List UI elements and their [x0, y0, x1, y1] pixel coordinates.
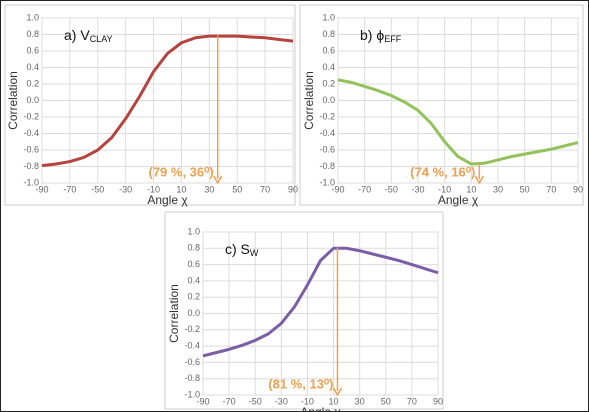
- title-sub: W: [250, 248, 259, 258]
- y-tick-label: 0.0: [322, 95, 335, 105]
- x-tick-label: 70: [546, 184, 556, 194]
- y-tick-label: 0.8: [26, 29, 39, 39]
- data-line: [41, 34, 294, 168]
- annotation: (74 %, 16⁰): [410, 164, 475, 179]
- chart-title: b) ϕEFF: [360, 27, 402, 45]
- x-axis-label: Angle χ: [438, 193, 479, 207]
- x-tick-label: 30: [204, 184, 214, 194]
- y-tick-label: -0.8: [184, 373, 200, 383]
- x-tick-label: 90: [288, 184, 298, 194]
- y-tick-label: 0.2: [26, 78, 39, 88]
- y-tick-label: 0.4: [322, 62, 335, 72]
- x-tick-label: 70: [260, 184, 270, 194]
- y-axis-label: Correlation: [302, 71, 316, 130]
- data-line: [337, 78, 579, 166]
- x-tick-label: 30: [355, 396, 365, 406]
- x-tick-label: 10: [329, 396, 339, 406]
- y-tick-label: -1.0: [23, 177, 39, 187]
- x-tick-label: -10: [147, 184, 160, 194]
- y-tick-label: 0.8: [187, 243, 200, 253]
- y-tick-label: -1.0: [184, 389, 200, 399]
- x-tick-label: -50: [249, 396, 262, 406]
- chart-title: a) VCLAY: [64, 27, 113, 45]
- y-tick-label: 0.2: [322, 78, 335, 88]
- y-tick-label: 0.6: [322, 45, 335, 55]
- y-tick-label: 0.0: [26, 95, 39, 105]
- x-tick-label: 10: [176, 184, 186, 194]
- y-axis-label: Correlation: [6, 71, 20, 130]
- x-tick-label: 50: [232, 184, 242, 194]
- x-tick-label: -90: [35, 184, 48, 194]
- x-tick-label: 90: [433, 396, 443, 406]
- x-tick-label: 10: [466, 184, 476, 194]
- marker-arrowhead: [213, 175, 223, 185]
- x-tick-label: -30: [275, 396, 288, 406]
- y-axis-label: Correlation: [167, 284, 181, 343]
- annotation: (79 %, 36⁰): [149, 164, 214, 179]
- x-tick-label: -30: [411, 184, 424, 194]
- y-tick-label: 0.2: [187, 292, 200, 302]
- x-tick-label: 30: [493, 184, 503, 194]
- y-tick-label: -0.6: [23, 144, 39, 154]
- y-tick-label: 0.6: [26, 45, 39, 55]
- x-tick-label: -70: [223, 396, 236, 406]
- y-tick-label: 0.0: [187, 308, 200, 318]
- x-axis-label: Angle χ: [300, 405, 341, 412]
- x-tick-label: -50: [385, 184, 398, 194]
- x-tick-label: -90: [331, 184, 344, 194]
- y-tick-label: -0.4: [319, 128, 335, 138]
- y-tick-label: 0.4: [187, 275, 200, 285]
- marker-arrowhead: [474, 175, 484, 185]
- marker-arrowhead: [332, 387, 343, 397]
- title-main: b) ϕ: [360, 27, 384, 43]
- title-sub: CLAY: [90, 34, 113, 44]
- y-tick-label: -0.8: [23, 161, 39, 171]
- x-tick-label: 90: [573, 184, 583, 194]
- x-tick-label: -90: [196, 396, 209, 406]
- x-tick-label: 50: [520, 184, 530, 194]
- y-tick-label: 0.4: [26, 62, 39, 72]
- y-tick-label: -0.2: [319, 111, 335, 121]
- x-axis-label: Angle χ: [147, 193, 188, 207]
- y-tick-label: -1.0: [319, 177, 335, 187]
- y-tick-label: 1.0: [322, 12, 335, 22]
- x-tick-label: -10: [438, 184, 451, 194]
- annotation: (81 %, 13⁰): [268, 376, 333, 391]
- y-tick-label: -0.6: [184, 357, 200, 367]
- x-tick-label: -70: [358, 184, 371, 194]
- chart-title: c) SW: [225, 241, 259, 259]
- title-main: c) S: [225, 241, 250, 257]
- x-tick-label: 50: [381, 396, 391, 406]
- y-tick-label: 0.6: [187, 259, 200, 269]
- y-tick-label: 1.0: [187, 226, 200, 236]
- title-main: a) V: [64, 27, 90, 43]
- x-tick-label: -50: [91, 184, 104, 194]
- y-tick-label: -0.4: [23, 128, 39, 138]
- y-tick-label: 1.0: [26, 12, 39, 22]
- y-tick-label: -0.4: [184, 340, 200, 350]
- y-tick-label: 0.8: [322, 29, 335, 39]
- x-tick-label: -30: [119, 184, 132, 194]
- data-line: [202, 246, 439, 358]
- x-tick-label: -70: [63, 184, 76, 194]
- x-tick-label: 70: [407, 396, 417, 406]
- y-tick-label: -0.6: [319, 144, 335, 154]
- y-tick-label: -0.2: [184, 324, 200, 334]
- y-tick-label: -0.8: [319, 161, 335, 171]
- x-tick-label: -10: [301, 396, 314, 406]
- title-sub: EFF: [384, 34, 402, 44]
- y-tick-label: -0.2: [23, 111, 39, 121]
